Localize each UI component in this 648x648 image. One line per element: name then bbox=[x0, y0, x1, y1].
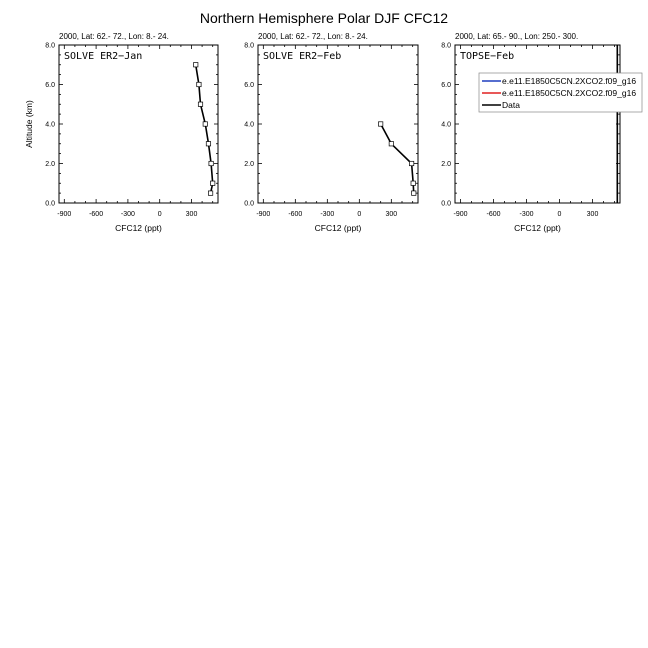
legend-entry: Data bbox=[502, 100, 520, 110]
data-point bbox=[197, 101, 204, 107]
x-tick-label: -300 bbox=[121, 211, 135, 218]
data-point bbox=[411, 190, 417, 196]
data-point bbox=[208, 190, 214, 196]
chart-panel-2: 2000, Lat: 62.- 72., Lon: 8.- 24. -900 -60… bbox=[244, 32, 419, 233]
y-axis-label: Altitude (km) bbox=[24, 100, 34, 148]
y-tick-label: 2.0 bbox=[441, 161, 451, 168]
panel-subtitle: 2000, Lat: 62.- 72., Lon: 8.- 24. bbox=[59, 32, 169, 41]
y-tick-label: 4.0 bbox=[244, 122, 254, 129]
y-tick-label: 4.0 bbox=[45, 122, 55, 129]
data-point bbox=[409, 160, 415, 167]
panel-subtitle: 2000, Lat: 62.- 72., Lon: 8.- 24. bbox=[258, 32, 368, 41]
figure-title: Northern Hemisphere Polar DJF CFC12 bbox=[200, 10, 448, 26]
legend: e.e11.E1850C5CN.2XCO2.f09_g16 e.e11.E1850… bbox=[478, 72, 643, 113]
data-point bbox=[208, 160, 214, 167]
chart-panel-3: 2000, Lat: 65.- 90., Lon: 250.- 300. -900… bbox=[441, 32, 643, 233]
series-line bbox=[194, 64, 214, 194]
y-tick-label: 8.0 bbox=[45, 43, 55, 50]
plot-frame bbox=[58, 44, 219, 204]
x-axis-label: CFC12 (ppt) bbox=[315, 223, 362, 233]
series-line bbox=[379, 123, 415, 194]
y-tick-label: 4.0 bbox=[441, 122, 451, 129]
y-tick-label: 6.0 bbox=[244, 82, 254, 89]
x-tick-label: -900 bbox=[256, 211, 270, 218]
panel-inset-label: TOPSE−Feb bbox=[460, 51, 514, 62]
panel-inset-label: SOLVE ER2−Feb bbox=[263, 51, 341, 62]
x-tick-label: -300 bbox=[519, 211, 533, 218]
x-tick-label: -600 bbox=[486, 211, 500, 218]
data-point bbox=[202, 121, 208, 127]
x-tick-label: 0 bbox=[558, 211, 562, 218]
chart-panel-1: 2000, Lat: 62.- 72., Lon: 8.- 24. -900 -60… bbox=[24, 32, 219, 233]
y-tick-label: 8.0 bbox=[244, 43, 254, 50]
y-tick-label: 2.0 bbox=[244, 161, 254, 168]
x-tick-label: -900 bbox=[57, 211, 71, 218]
plot-frame bbox=[454, 44, 621, 204]
data-point bbox=[378, 121, 384, 127]
y-tick-label: 0.0 bbox=[441, 201, 451, 208]
y-tick-label: 6.0 bbox=[45, 82, 55, 89]
x-tick-label: 300 bbox=[385, 211, 397, 218]
x-tick-label: 0 bbox=[357, 211, 361, 218]
legend-entry: e.e11.E1850C5CN.2XCO2.f09_g16 bbox=[502, 88, 636, 98]
y-tick-label: 6.0 bbox=[441, 82, 451, 89]
x-tick-label: -300 bbox=[320, 211, 334, 218]
y-tick-label: 8.0 bbox=[441, 43, 451, 50]
y-tick-label: 0.0 bbox=[45, 201, 55, 208]
x-axis-label: CFC12 (ppt) bbox=[115, 223, 162, 233]
data-point bbox=[193, 62, 199, 68]
y-tick-label: 0.0 bbox=[244, 201, 254, 208]
plot-frame bbox=[257, 44, 419, 204]
x-tick-label: -600 bbox=[288, 211, 302, 218]
x-tick-label: 0 bbox=[158, 211, 162, 218]
series-group bbox=[378, 121, 417, 196]
y-tick-label: 2.0 bbox=[45, 161, 55, 168]
series-group bbox=[193, 62, 216, 196]
panel-inset-label: SOLVE ER2−Jan bbox=[64, 51, 142, 62]
data-point bbox=[196, 81, 202, 88]
x-tick-label: 300 bbox=[186, 211, 198, 218]
data-point bbox=[388, 141, 394, 147]
data-point bbox=[410, 180, 416, 186]
legend-entry: e.e11.E1850C5CN.2XCO2.f09_g16 bbox=[502, 76, 636, 86]
panel-subtitle: 2000, Lat: 65.- 90., Lon: 250.- 300. bbox=[455, 32, 578, 41]
data-point bbox=[210, 180, 216, 186]
data-point bbox=[205, 141, 212, 147]
x-axis-label: CFC12 (ppt) bbox=[514, 223, 561, 233]
x-tick-label: 300 bbox=[587, 211, 599, 218]
x-tick-label: -600 bbox=[89, 211, 103, 218]
x-tick-label: -900 bbox=[453, 211, 467, 218]
legend-box bbox=[478, 72, 643, 113]
